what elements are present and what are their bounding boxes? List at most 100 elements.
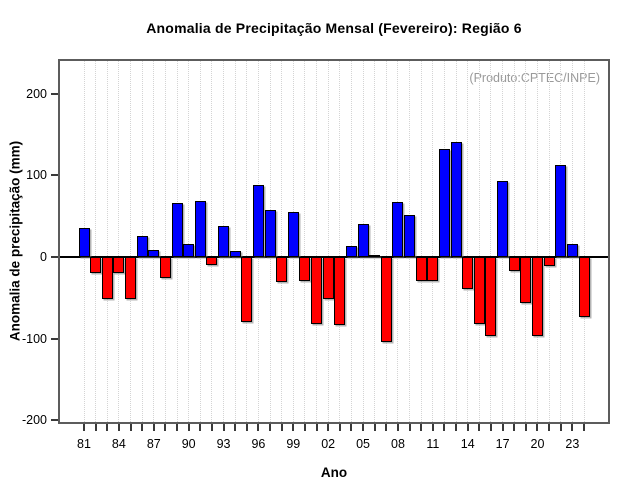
gridline	[490, 61, 492, 422]
x-tick	[455, 424, 458, 431]
x-tick	[559, 424, 562, 431]
bar-2016	[485, 257, 497, 337]
y-tick-label: 0	[40, 250, 47, 265]
x-tick	[466, 424, 469, 431]
x-tick-label: 93	[216, 437, 231, 451]
x-tick	[431, 424, 434, 431]
x-tick	[152, 424, 155, 431]
gridline	[327, 61, 329, 422]
x-tick	[117, 424, 120, 431]
x-tick-label: 14	[460, 437, 475, 451]
bar-2009	[404, 214, 416, 258]
bar-2014	[462, 257, 474, 289]
x-tick	[222, 424, 225, 431]
bar-1984	[113, 257, 125, 274]
x-tick	[536, 424, 539, 431]
y-tick	[51, 419, 58, 422]
bar-2001	[311, 257, 323, 324]
gridline	[153, 61, 155, 422]
bar-2019	[520, 257, 532, 303]
bar-1982	[90, 257, 102, 273]
gridline	[316, 61, 318, 422]
bar-1998	[276, 257, 288, 283]
x-tick-label: 84	[111, 437, 126, 451]
bar-2023	[566, 243, 578, 257]
zero-line	[60, 256, 608, 259]
gridline	[548, 61, 550, 422]
gridline	[385, 61, 387, 422]
gridline	[188, 61, 190, 422]
bar-1986	[136, 235, 148, 258]
bar-1993	[218, 225, 230, 257]
gridline	[95, 61, 97, 422]
chart-title: Anomalia de Precipitação Mensal (Feverei…	[146, 20, 522, 36]
bar-2008	[392, 202, 404, 257]
bar-2024	[578, 257, 590, 317]
x-tick	[245, 424, 248, 431]
x-tick-label: 23	[565, 437, 580, 451]
bar-1999	[287, 212, 299, 257]
x-tick	[176, 424, 179, 431]
bar-1994	[229, 251, 241, 257]
bar-2020	[531, 257, 543, 337]
bar-2018	[508, 257, 520, 271]
x-tick	[583, 424, 585, 431]
x-tick-label: 96	[251, 437, 266, 451]
gridline	[525, 61, 527, 422]
y-tick	[51, 256, 58, 259]
gridline	[281, 61, 283, 422]
bar-1983	[101, 257, 113, 299]
bar-1991	[194, 200, 206, 257]
bar-1985	[125, 257, 136, 300]
x-tick	[315, 424, 318, 431]
bar-1987	[148, 249, 160, 257]
bar-1989	[171, 203, 183, 257]
x-tick	[338, 424, 341, 431]
bar-2005	[357, 223, 369, 258]
bar-1996	[252, 185, 264, 257]
gridline	[536, 61, 538, 422]
gridline	[130, 61, 131, 422]
x-tick	[327, 424, 330, 431]
x-tick	[234, 424, 237, 431]
gridline	[350, 61, 352, 422]
x-tick	[513, 424, 516, 431]
bar-2003	[334, 257, 346, 325]
x-tick	[210, 424, 213, 431]
bar-2021	[543, 257, 555, 266]
bar-2010	[415, 257, 427, 281]
x-tick-label: 81	[77, 437, 91, 451]
x-tick-label: 99	[286, 437, 301, 451]
bar-2012	[438, 149, 450, 257]
gridline	[164, 61, 166, 422]
bar-1990	[183, 243, 195, 257]
x-tick	[420, 424, 423, 431]
x-tick	[164, 424, 167, 431]
x-tick	[199, 424, 202, 431]
bar-2017	[497, 181, 509, 257]
bar-1997	[264, 209, 276, 257]
gridline	[246, 61, 248, 422]
x-tick	[396, 424, 399, 431]
gridline	[106, 61, 108, 422]
gridline	[432, 61, 434, 422]
gridline	[374, 61, 376, 422]
bar-2011	[427, 257, 439, 281]
source-annotation: (Produto:CPTEC/INPE)	[469, 71, 600, 85]
x-tick	[571, 424, 574, 431]
x-tick	[187, 424, 190, 431]
x-tick-label: 17	[495, 437, 510, 451]
x-tick-label: 20	[530, 437, 545, 451]
x-axis-title: Ano	[320, 465, 348, 480]
x-tick	[257, 424, 260, 431]
y-tick-label: 200	[26, 86, 47, 101]
x-tick	[489, 424, 492, 431]
x-tick	[385, 424, 388, 431]
bar-2013	[450, 141, 462, 257]
x-tick-label: 87	[146, 437, 161, 451]
gridline	[571, 61, 573, 422]
x-tick	[548, 424, 551, 431]
y-tick	[51, 92, 58, 95]
y-tick	[51, 174, 58, 177]
x-tick-label: 02	[321, 437, 336, 451]
